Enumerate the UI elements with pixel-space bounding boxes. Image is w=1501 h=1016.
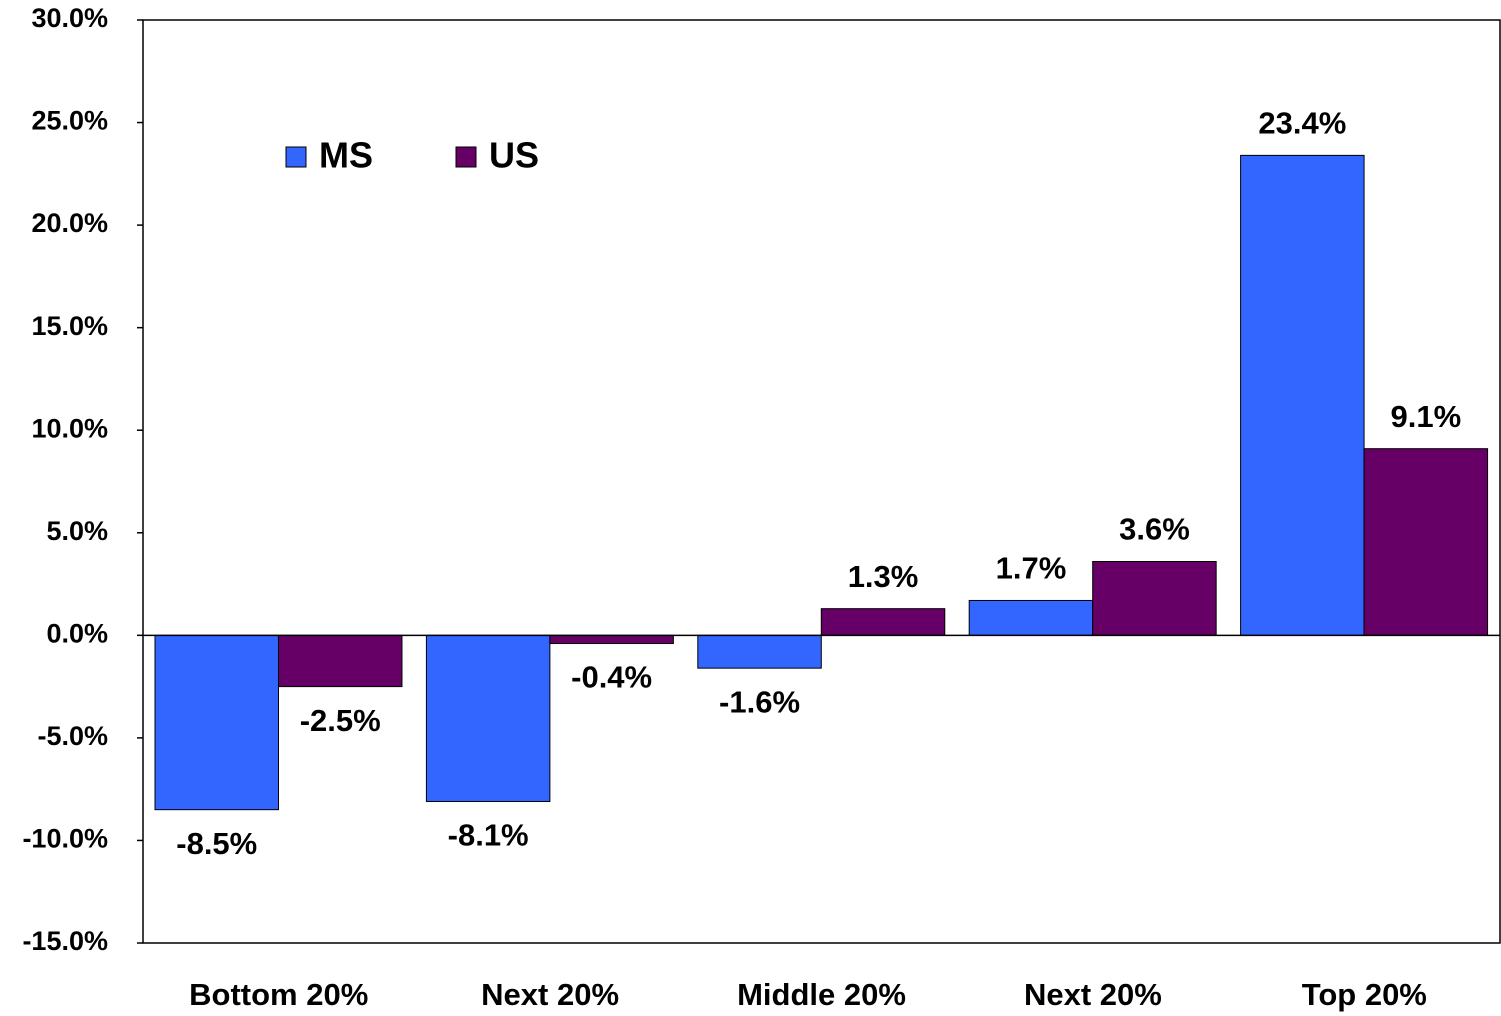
data-label: 23.4% [1258, 106, 1346, 141]
x-tick-label: Bottom 20% [189, 977, 368, 1012]
y-tick-label: -5.0% [37, 721, 108, 751]
bar [549, 634, 674, 645]
data-label: -8.5% [176, 826, 257, 861]
data-label: 9.1% [1390, 399, 1461, 434]
y-tick-label: 30.0% [31, 3, 108, 33]
data-label: -8.1% [448, 818, 529, 853]
y-tick-label: 5.0% [46, 516, 108, 546]
y-tick-label: -15.0% [22, 926, 108, 956]
data-label: -0.4% [571, 660, 652, 695]
data-label: 1.7% [996, 551, 1067, 586]
data-label: 3.6% [1119, 512, 1190, 547]
bar [968, 599, 1094, 636]
bar [1240, 154, 1365, 636]
bar [425, 634, 551, 802]
y-tick-label: 25.0% [31, 106, 108, 136]
data-label: 1.3% [848, 559, 919, 594]
x-tick-label: Top 20% [1302, 977, 1427, 1012]
y-tick-label: 20.0% [31, 208, 108, 238]
x-tick-label: Next 20% [481, 977, 619, 1012]
data-label: -1.6% [719, 684, 800, 719]
x-tick-label: Middle 20% [737, 977, 906, 1012]
x-tick-label: Next 20% [1024, 977, 1162, 1012]
bar [697, 634, 822, 669]
bar [277, 634, 403, 688]
legend-swatch [285, 146, 307, 168]
bar [1363, 448, 1489, 636]
y-tick-label: 10.0% [31, 413, 108, 443]
bar [1092, 560, 1217, 636]
y-tick-label: 15.0% [31, 311, 108, 341]
y-tick-label: 0.0% [46, 618, 108, 648]
legend-swatch [455, 146, 477, 168]
y-tick-label: -10.0% [22, 824, 108, 854]
plot-frame [142, 19, 1501, 944]
bar [820, 608, 946, 636]
legend-label: US [489, 135, 539, 176]
data-label: -2.5% [300, 703, 381, 738]
legend-label: MS [319, 135, 373, 176]
bar [154, 634, 279, 811]
